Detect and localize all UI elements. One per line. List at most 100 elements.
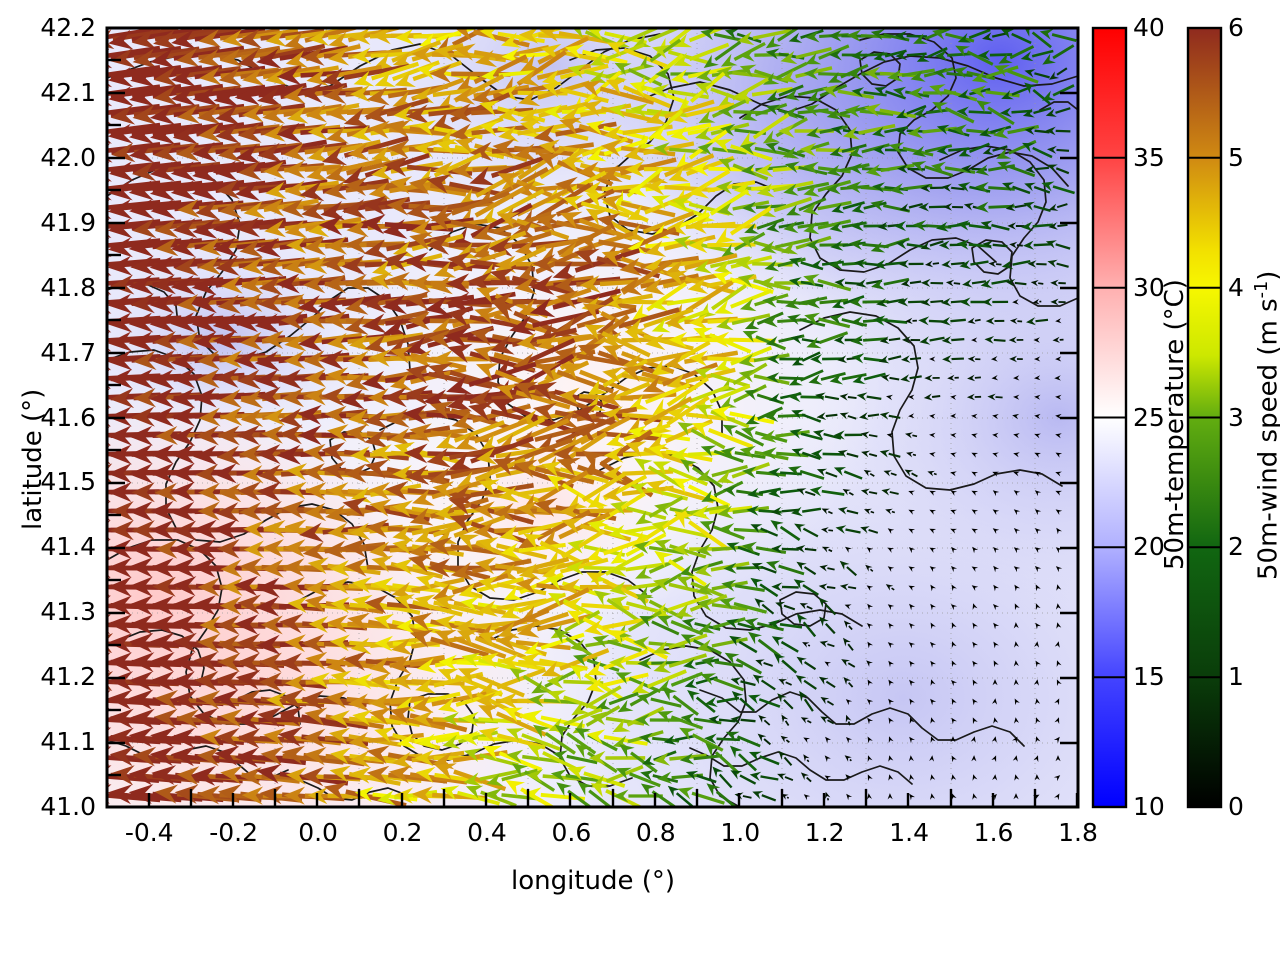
wind-arrow	[768, 619, 803, 630]
colorbar-tick-label: 25	[1133, 402, 1165, 432]
wind-arrow	[552, 750, 598, 765]
wind-arrow	[930, 641, 937, 649]
wind-arrow	[1013, 509, 1021, 516]
colorbar-tick-label: 2	[1228, 532, 1244, 562]
wind-arrow	[691, 505, 753, 520]
wind-arrow	[498, 104, 568, 123]
wind-arrow	[768, 467, 802, 478]
wind-arrow	[482, 745, 543, 772]
wind-arrow	[715, 206, 772, 244]
wind-arrow	[898, 259, 924, 269]
wind-arrow	[437, 668, 503, 697]
wind-arrow	[1014, 584, 1020, 592]
wind-arrow	[908, 490, 915, 496]
wind-arrow	[874, 86, 907, 100]
wind-arrow	[860, 431, 878, 439]
wind-arrow	[744, 311, 784, 330]
wind-arrow	[1023, 201, 1051, 212]
wind-arrow	[567, 64, 625, 83]
wind-arrow	[800, 717, 812, 724]
wind-arrow	[265, 65, 339, 86]
wind-arrow	[523, 709, 585, 729]
wind-arrow	[1034, 433, 1041, 439]
wind-arrow	[908, 547, 916, 554]
wind-arrow	[737, 28, 792, 46]
x-tick-label: -0.2	[209, 818, 259, 847]
wind-arrow	[796, 656, 817, 671]
wind-arrow	[860, 526, 879, 534]
wind-arrow	[819, 616, 836, 635]
wind-arrow	[791, 448, 821, 460]
wind-arrow	[929, 528, 937, 534]
wind-arrow	[586, 729, 648, 746]
wind-arrow	[930, 622, 936, 630]
wind-arrow	[789, 428, 823, 441]
wind-arrow	[980, 220, 1010, 231]
wind-arrow	[950, 736, 956, 743]
wind-arrow	[866, 660, 873, 667]
wind-arrow	[601, 331, 675, 349]
wind-arrow	[845, 546, 852, 553]
wind-arrow	[930, 584, 936, 592]
wind-arrow	[908, 642, 916, 649]
colorbar-tick-label: 35	[1133, 142, 1165, 172]
wind-arrow	[569, 638, 623, 653]
wind-arrow	[987, 393, 1003, 401]
wind-arrow	[880, 374, 900, 382]
wind-arrow	[581, 100, 653, 123]
wind-arrow	[542, 557, 609, 580]
wind-arrow	[888, 774, 894, 781]
y-tick-label: 41.4	[40, 532, 96, 562]
wind-arrow	[908, 566, 916, 572]
wind-arrow	[795, 675, 817, 690]
wind-arrow	[754, 598, 775, 615]
wind-arrow	[901, 355, 922, 363]
wind-arrow	[496, 383, 571, 410]
wind-arrow	[971, 585, 979, 591]
wind-arrow	[391, 672, 465, 690]
y-tick-label: 41.7	[40, 337, 96, 367]
wind-arrow	[909, 698, 915, 706]
wind-arrow	[1035, 736, 1041, 743]
wind-arrow	[865, 163, 915, 177]
colorbar-tick-label: 30	[1133, 272, 1165, 302]
wind-arrow	[887, 642, 895, 649]
wind-arrow	[696, 637, 748, 653]
wind-arrow	[556, 457, 636, 489]
wind-arrow	[934, 50, 972, 61]
wind-arrow	[932, 28, 975, 43]
wind-arrow	[849, 296, 889, 308]
wind-arrow	[760, 429, 810, 443]
wind-arrow	[955, 45, 994, 66]
wind-arrow	[912, 144, 953, 157]
wind-arrow	[712, 271, 774, 294]
wind-arrow	[793, 579, 819, 596]
wind-arrow	[1002, 182, 1031, 195]
wind-arrow	[844, 755, 852, 762]
colorbar-tick-label: 40	[1133, 13, 1165, 42]
wind-arrow	[824, 775, 832, 781]
wind-arrow	[589, 65, 645, 84]
wind-arrow	[1035, 717, 1041, 724]
wind-arrow	[679, 752, 723, 765]
wind-arrow	[744, 617, 784, 632]
wind-arrow	[761, 447, 809, 460]
wind-arrow	[745, 406, 783, 425]
wind-arrow	[888, 660, 894, 668]
wind-arrow	[595, 691, 639, 710]
wind-arrow	[957, 182, 991, 193]
wind-arrow	[925, 260, 940, 268]
wind-arrow	[1041, 181, 1075, 195]
wind-arrow	[950, 413, 957, 419]
wind-arrow	[918, 202, 946, 212]
wind-arrow	[1022, 106, 1052, 118]
wind-arrow	[1013, 622, 1019, 629]
wind-arrow	[909, 793, 915, 801]
wind-arrow	[971, 433, 978, 439]
wind-arrow	[929, 490, 937, 496]
wind-arrow	[414, 594, 484, 616]
wind-arrow	[392, 520, 465, 542]
wind-arrow	[816, 468, 838, 478]
wind-arrow	[638, 732, 680, 744]
wind-arrow	[771, 544, 799, 554]
